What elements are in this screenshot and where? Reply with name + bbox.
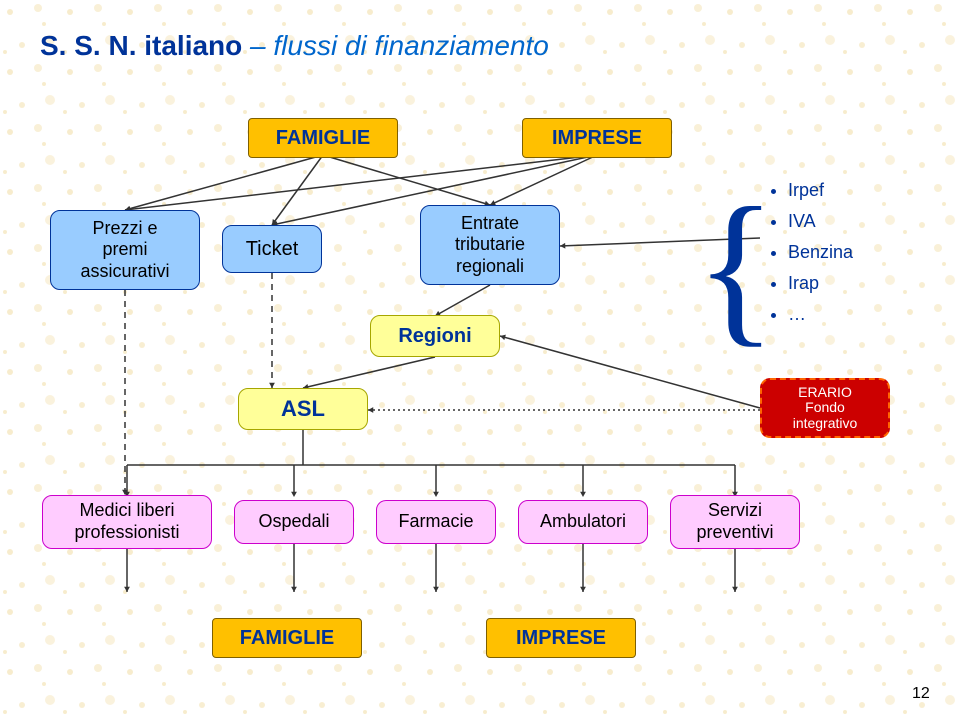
node-ticket: Ticket	[222, 225, 322, 273]
node-asl: ASL	[238, 388, 368, 430]
node-prezzi: Prezzi epremiassicurativi	[50, 210, 200, 290]
node-erario: ERARIOFondointegrativo	[760, 378, 890, 438]
bullet-item: Benzina	[788, 242, 853, 263]
node-servizi: Servizipreventivi	[670, 495, 800, 549]
node-medici: Medici liberiprofessionisti	[42, 495, 212, 549]
node-imprese_top: IMPRESE	[522, 118, 672, 158]
node-famiglie_top: FAMIGLIE	[248, 118, 398, 158]
node-ambulatori: Ambulatori	[518, 500, 648, 544]
curly-brace: {	[695, 182, 777, 352]
title-part2: – flussi di finanziamento	[242, 30, 549, 61]
tax-bullets: Irpef IVA Benzina Irap …	[768, 180, 853, 335]
bullet-item: Irpef	[788, 180, 853, 201]
title-part1: S. S. N. italiano	[40, 30, 242, 61]
bullet-item: IVA	[788, 211, 853, 232]
bullet-item: Irap	[788, 273, 853, 294]
node-famiglie_bot: FAMIGLIE	[212, 618, 362, 658]
content: S. S. N. italiano – flussi di finanziame…	[0, 0, 960, 716]
page-title: S. S. N. italiano – flussi di finanziame…	[40, 30, 549, 62]
node-ospedali: Ospedali	[234, 500, 354, 544]
bullet-item: …	[788, 304, 853, 325]
page-number: 12	[912, 685, 930, 703]
node-farmacie: Farmacie	[376, 500, 496, 544]
node-regioni: Regioni	[370, 315, 500, 357]
node-entrate: Entratetributarieregionali	[420, 205, 560, 285]
node-imprese_bot: IMPRESE	[486, 618, 636, 658]
